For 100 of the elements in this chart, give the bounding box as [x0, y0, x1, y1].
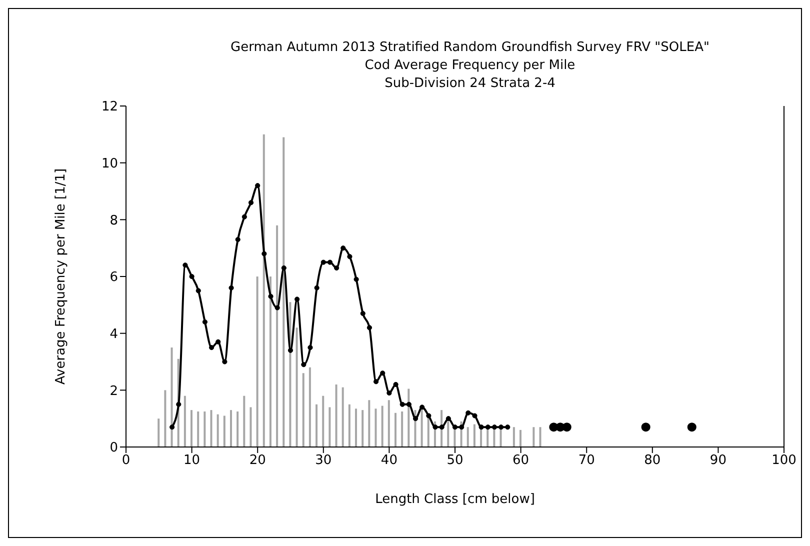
point — [334, 265, 340, 271]
bar — [289, 302, 292, 447]
chart-title: German Autumn 2013 Stratified Random Groundfish Survey FRV "SOLEA" — [230, 39, 710, 57]
y-tick-label: 10 — [101, 156, 118, 172]
x-tick-label: 60 — [512, 453, 530, 468]
x-tick-label: 40 — [380, 453, 398, 468]
bar — [408, 388, 410, 447]
point — [452, 424, 458, 430]
bar — [236, 411, 239, 447]
bar — [243, 396, 246, 447]
point — [228, 285, 234, 290]
point — [386, 390, 392, 396]
point — [182, 262, 188, 268]
point — [327, 260, 333, 265]
bar — [388, 400, 390, 447]
bar — [296, 328, 298, 447]
bar — [466, 427, 469, 447]
point — [492, 424, 498, 430]
point — [202, 319, 208, 325]
bar — [250, 407, 252, 447]
x-tick-label: 50 — [446, 453, 464, 468]
bar — [328, 407, 331, 447]
bar — [335, 384, 338, 447]
point — [308, 344, 313, 350]
point — [248, 200, 254, 206]
y-tick-label: 0 — [110, 440, 118, 456]
bar — [447, 421, 450, 447]
point — [498, 424, 504, 430]
bar — [480, 428, 482, 447]
bar — [362, 410, 364, 447]
point — [255, 183, 260, 188]
bar — [427, 416, 430, 447]
bar — [539, 427, 542, 447]
bar — [520, 430, 522, 447]
x-axis-title: Length Class [cm below] — [375, 492, 535, 507]
x-tick-label: 0 — [122, 453, 130, 468]
point — [340, 246, 346, 251]
y-tick-label: 12 — [101, 100, 118, 115]
point — [459, 424, 464, 430]
point — [406, 402, 412, 407]
bar — [210, 410, 212, 447]
bar — [401, 411, 404, 447]
bar — [190, 410, 193, 447]
bar — [282, 137, 285, 447]
point — [268, 294, 274, 299]
bar — [204, 411, 206, 447]
bar — [184, 396, 186, 447]
point — [281, 265, 286, 271]
point — [320, 260, 326, 265]
point — [466, 410, 471, 416]
bar — [342, 387, 344, 447]
bar — [381, 406, 384, 447]
y-tick-label: 2 — [110, 384, 118, 399]
y-axis-title: Average Frequency per Mile [1/1] — [54, 168, 69, 385]
y-tick-label: 4 — [110, 326, 118, 342]
bar — [276, 225, 278, 447]
bar — [262, 134, 265, 447]
point — [347, 254, 352, 260]
bar — [532, 427, 535, 447]
bar — [197, 411, 200, 447]
point — [189, 274, 194, 280]
point — [274, 305, 280, 310]
bar — [308, 367, 311, 447]
point — [235, 237, 240, 242]
point — [216, 339, 221, 344]
point — [393, 382, 398, 388]
point — [222, 359, 228, 364]
point — [400, 402, 405, 407]
y-tick-label: 6 — [110, 270, 118, 286]
bar — [473, 424, 476, 447]
bar — [216, 414, 219, 447]
y-tick-label: 8 — [110, 213, 118, 228]
point — [366, 325, 372, 330]
point — [262, 251, 267, 256]
x-tick-label: 20 — [249, 453, 266, 468]
x-tick-label: 30 — [315, 453, 332, 468]
point — [505, 424, 510, 430]
point — [373, 379, 379, 384]
point — [314, 285, 320, 290]
point — [242, 214, 247, 220]
bar — [486, 428, 489, 447]
bar — [230, 410, 232, 447]
x-tick-label: 70 — [578, 453, 595, 468]
bar — [355, 408, 358, 447]
point — [412, 416, 418, 422]
bar — [348, 404, 350, 447]
point — [687, 422, 696, 432]
bar — [374, 408, 377, 447]
point — [360, 310, 366, 316]
x-tick-label: 10 — [184, 453, 200, 468]
point — [196, 288, 201, 294]
point — [354, 276, 359, 282]
x-tick-label: 90 — [710, 453, 726, 468]
point — [288, 348, 294, 353]
bar — [302, 373, 304, 447]
point — [294, 296, 300, 302]
point — [432, 424, 438, 430]
point — [426, 413, 432, 418]
point — [446, 416, 451, 422]
point — [176, 402, 182, 407]
